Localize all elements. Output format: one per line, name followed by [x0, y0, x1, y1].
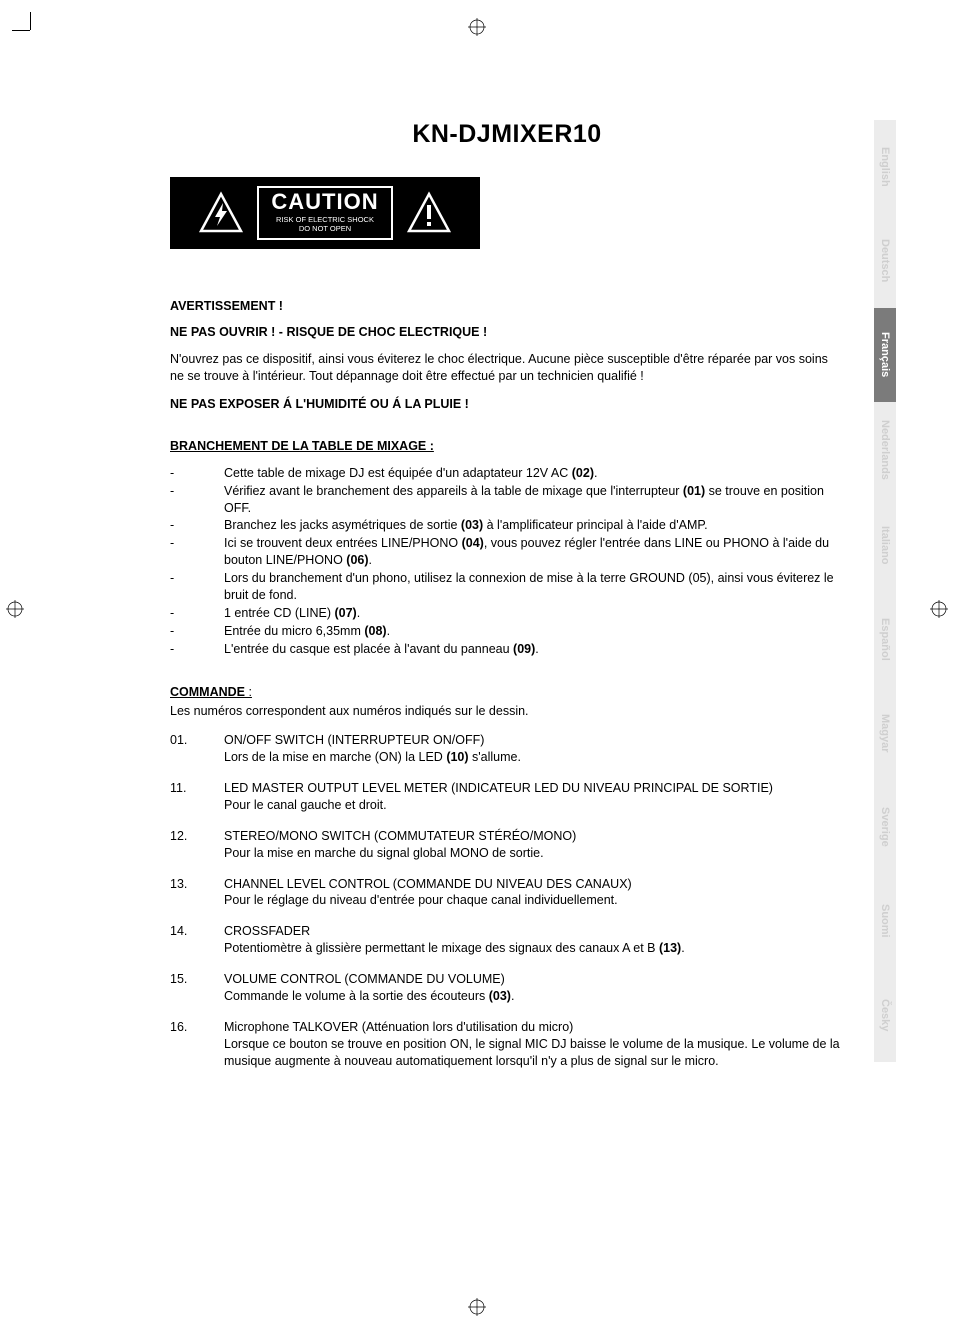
dash-marker: - — [170, 570, 224, 604]
list-item: 15.VOLUME CONTROL (COMMANDE DU VOLUME)Co… — [170, 971, 844, 1005]
list-item: -Lors du branchement d'un phono, utilise… — [170, 570, 844, 604]
warning-sub1: NE PAS OUVRIR ! - RISQUE DE CHOC ELECTRI… — [170, 325, 844, 339]
dash-marker: - — [170, 605, 224, 622]
branch-list: -Cette table de mixage DJ est équipée d'… — [170, 465, 844, 658]
crop-mark-bottom-icon — [468, 1298, 486, 1316]
caution-small-text: RISK OF ELECTRIC SHOCKDO NOT OPEN — [271, 215, 378, 233]
item-text: Microphone TALKOVER (Atténuation lors d'… — [224, 1019, 844, 1070]
item-number: 16. — [170, 1019, 224, 1070]
lang-tab-english[interactable]: English — [874, 120, 896, 214]
warning-bolt-icon — [199, 191, 243, 235]
crop-mark-left-icon — [6, 600, 24, 618]
list-text: Vérifiez avant le branchement des appare… — [224, 483, 844, 517]
list-text: Cette table de mixage DJ est équipée d'u… — [224, 465, 844, 482]
item-text: ON/OFF SWITCH (INTERRUPTEUR ON/OFF)Lors … — [224, 732, 844, 766]
list-text: Branchez les jacks asymétriques de sorti… — [224, 517, 844, 534]
list-text: Ici se trouvent deux entrées LINE/PHONO … — [224, 535, 844, 569]
commande-list: 01.ON/OFF SWITCH (INTERRUPTEUR ON/OFF)Lo… — [170, 732, 844, 1069]
item-text: LED MASTER OUTPUT LEVEL METER (INDICATEU… — [224, 780, 844, 814]
item-number: 01. — [170, 732, 224, 766]
list-item: -Cette table de mixage DJ est équipée d'… — [170, 465, 844, 482]
lang-tab-nederlands[interactable]: Nederlands — [874, 402, 896, 498]
list-text: Entrée du micro 6,35mm (08). — [224, 623, 844, 640]
item-number: 14. — [170, 923, 224, 957]
list-item: 11.LED MASTER OUTPUT LEVEL METER (INDICA… — [170, 780, 844, 814]
list-text: L'entrée du casque est placée à l'avant … — [224, 641, 844, 658]
dash-marker: - — [170, 517, 224, 534]
lang-tab-magyar[interactable]: Magyar — [874, 686, 896, 780]
crop-corner-v — [30, 12, 31, 30]
crop-corner-h — [12, 30, 30, 31]
caution-label: CAUTION RISK OF ELECTRIC SHOCKDO NOT OPE… — [170, 177, 480, 249]
item-number: 13. — [170, 876, 224, 910]
commande-intro: Les numéros correspondent aux numéros in… — [170, 703, 844, 720]
page-content: KN-DJMIXER10 CAUTION RISK OF ELECTRIC SH… — [0, 0, 954, 1143]
list-item: -Ici se trouvent deux entrées LINE/PHONO… — [170, 535, 844, 569]
item-text: VOLUME CONTROL (COMMANDE DU VOLUME)Comma… — [224, 971, 844, 1005]
list-item: 13.CHANNEL LEVEL CONTROL (COMMANDE DU NI… — [170, 876, 844, 910]
list-item: -1 entrée CD (LINE) (07). — [170, 605, 844, 622]
item-text: CHANNEL LEVEL CONTROL (COMMANDE DU NIVEA… — [224, 876, 844, 910]
warning-head: AVERTISSEMENT ! — [170, 299, 844, 313]
list-item: 01.ON/OFF SWITCH (INTERRUPTEUR ON/OFF)Lo… — [170, 732, 844, 766]
list-item: -Vérifiez avant le branchement des appar… — [170, 483, 844, 517]
lang-tab-suomi[interactable]: Suomi — [874, 874, 896, 968]
list-text: 1 entrée CD (LINE) (07). — [224, 605, 844, 622]
crop-mark-right-icon — [930, 600, 948, 618]
list-item: 14.CROSSFADERPotentiomètre à glissière p… — [170, 923, 844, 957]
commande-head: COMMANDE : — [170, 685, 844, 699]
item-number: 11. — [170, 780, 224, 814]
warning-sub2: NE PAS EXPOSER Á L'HUMIDITÉ OU Á LA PLUI… — [170, 397, 844, 411]
page-title: KN-DJMIXER10 — [170, 120, 844, 149]
dash-marker: - — [170, 465, 224, 482]
crop-mark-top-icon — [468, 18, 486, 36]
lang-tab-česky[interactable]: Česky — [874, 968, 896, 1062]
lang-tab-deutsch[interactable]: Deutsch — [874, 214, 896, 308]
lang-tab-español[interactable]: Español — [874, 592, 896, 686]
dash-marker: - — [170, 483, 224, 517]
item-number: 15. — [170, 971, 224, 1005]
language-tabs: EnglishDeutschFrançaisNederlandsItaliano… — [874, 120, 896, 1062]
list-item: -Branchez les jacks asymétriques de sort… — [170, 517, 844, 534]
list-item: -L'entrée du casque est placée à l'avant… — [170, 641, 844, 658]
list-item: -Entrée du micro 6,35mm (08). — [170, 623, 844, 640]
lang-tab-sverige[interactable]: Sverige — [874, 780, 896, 874]
caution-big-text: CAUTION — [271, 191, 378, 213]
item-number: 12. — [170, 828, 224, 862]
list-item: 12.STEREO/MONO SWITCH (COMMUTATEUR STÉRÉ… — [170, 828, 844, 862]
lang-tab-italiano[interactable]: Italiano — [874, 498, 896, 592]
dash-marker: - — [170, 535, 224, 569]
warning-exclaim-icon — [407, 191, 451, 235]
list-item: 16.Microphone TALKOVER (Atténuation lors… — [170, 1019, 844, 1070]
list-text: Lors du branchement d'un phono, utilisez… — [224, 570, 844, 604]
dash-marker: - — [170, 641, 224, 658]
branch-head: BRANCHEMENT DE LA TABLE DE MIXAGE : — [170, 439, 844, 453]
dash-marker: - — [170, 623, 224, 640]
warning-body1: N'ouvrez pas ce dispositif, ainsi vous é… — [170, 351, 844, 385]
item-text: CROSSFADERPotentiomètre à glissière perm… — [224, 923, 844, 957]
item-text: STEREO/MONO SWITCH (COMMUTATEUR STÉRÉO/M… — [224, 828, 844, 862]
lang-tab-français[interactable]: Français — [874, 308, 896, 402]
caution-text-box: CAUTION RISK OF ELECTRIC SHOCKDO NOT OPE… — [257, 186, 392, 240]
